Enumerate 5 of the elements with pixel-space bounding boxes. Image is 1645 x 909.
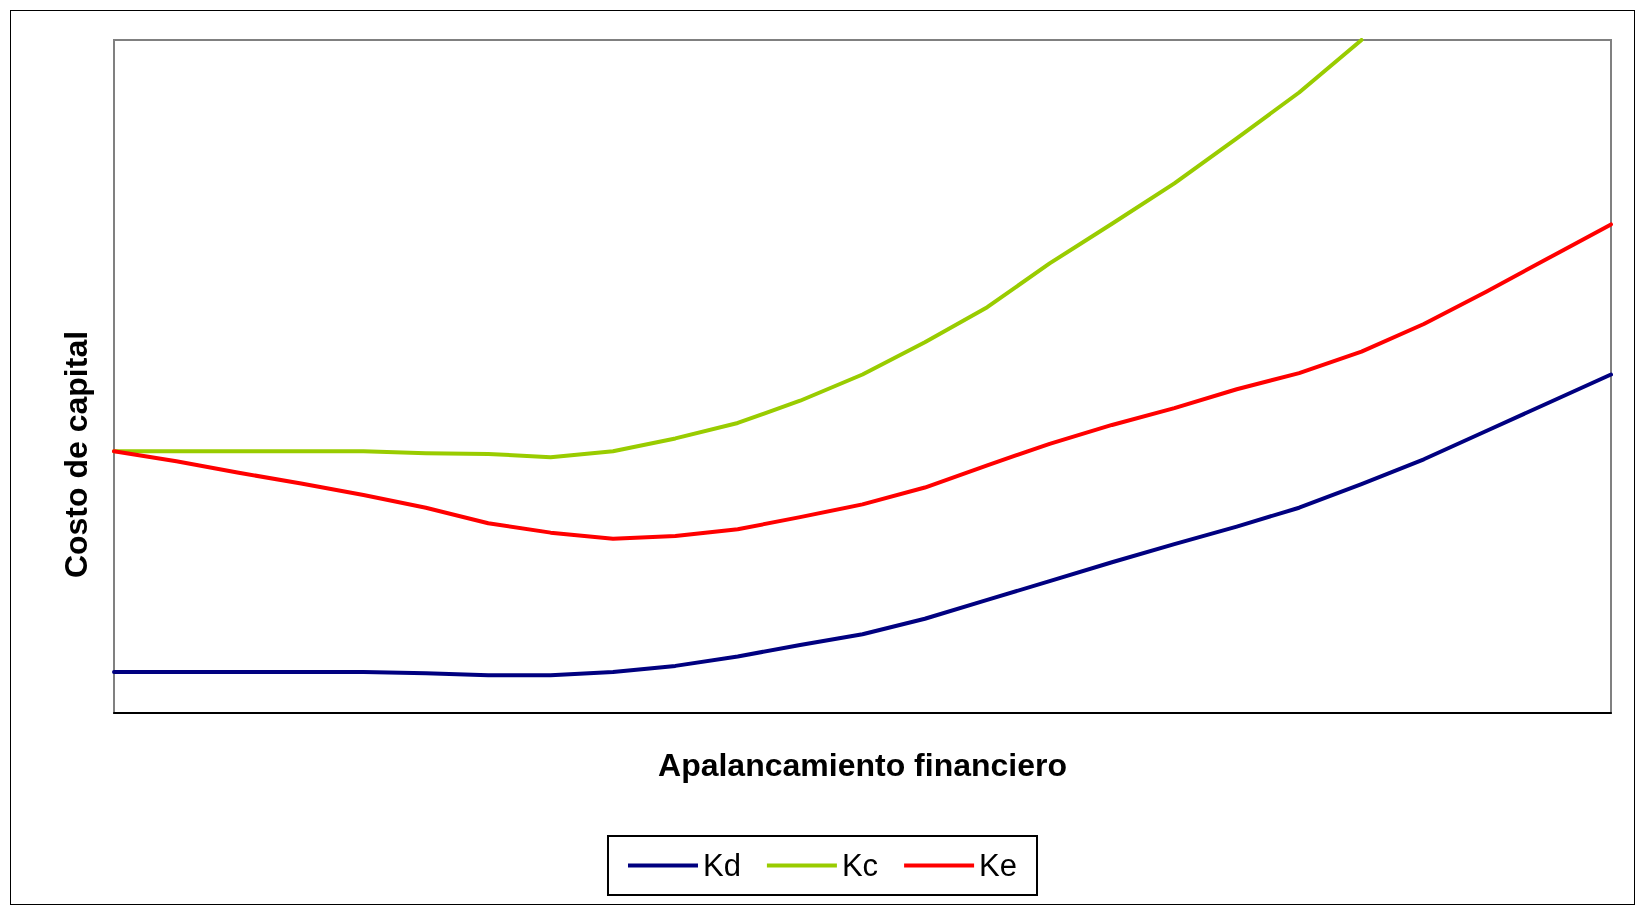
legend-label: Kc <box>841 848 879 883</box>
legend-label: Kd <box>702 848 741 883</box>
x-axis-title: Apalancamiento financiero <box>658 747 1067 783</box>
y-axis-title: Costo de capital <box>58 330 94 579</box>
legend-label: Ke <box>979 848 1018 883</box>
